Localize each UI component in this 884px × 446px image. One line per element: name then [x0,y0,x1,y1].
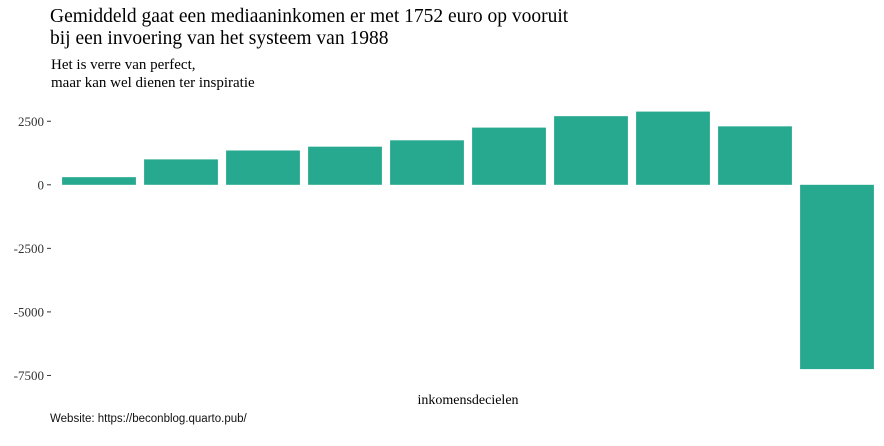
chart-subtitle-line-2: maar kan wel dienen ter inspiratie [51,75,255,91]
bar-decile-2 [144,159,218,185]
bar-decile-1 [62,177,136,185]
y-tick-label: -5000 [14,304,44,319]
chart-subtitle-line-1: Het is verre van perfect, [51,57,196,73]
bar-decile-6 [472,127,546,185]
website-caption: Website: https://beconblog.quarto.pub/ [50,413,247,425]
bars-group [62,111,874,370]
chart-title-line-1: Gemiddeld gaat een mediaaninkomen er met… [50,6,569,27]
bar-decile-5 [390,140,464,185]
y-tick-label: 2500 [18,114,44,129]
chart-subtitle: Het is verre van perfect, maar kan wel d… [51,56,871,92]
chart-title-line-2: bij een invoering van het systeem van 19… [50,28,389,49]
y-tick-label: -7500 [14,368,44,383]
bar-decile-4 [308,146,382,185]
bar-decile-10 [800,184,874,370]
y-tick-label: 0 [38,177,45,192]
bar-decile-7 [554,116,628,185]
y-axis: 2500 0 -2500 -5000 -7500 [14,114,51,383]
y-tick-label: -2500 [14,241,44,256]
bar-decile-9 [718,126,792,185]
chart-title: Gemiddeld gaat een mediaaninkomen er met… [50,6,870,50]
x-axis-title: inkomensdecielen [417,393,518,408]
bar-decile-8 [636,111,710,185]
bar-decile-3 [226,150,300,185]
